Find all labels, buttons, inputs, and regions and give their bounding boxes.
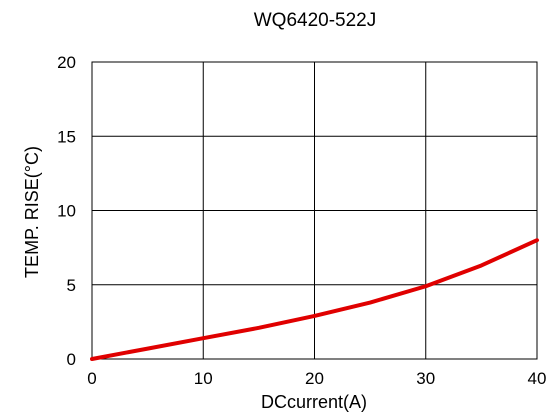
- x-tick-label: 40: [528, 369, 547, 388]
- x-axis-label: DCcurrent(A): [261, 392, 367, 412]
- x-tick-label: 10: [194, 369, 213, 388]
- plot-frame: [91, 61, 538, 360]
- x-tick-label: 20: [305, 369, 324, 388]
- x-tick-label: 30: [416, 369, 435, 388]
- y-axis-label: TEMP. RISE(°C): [22, 146, 42, 278]
- y-tick-labels: 0 5 10 15 20: [57, 53, 76, 369]
- y-tick-label: 20: [57, 53, 76, 72]
- chart-title: WQ6420-522J: [254, 10, 377, 31]
- y-tick-label: 10: [57, 202, 76, 221]
- y-tick-label: 5: [67, 276, 76, 295]
- x-tick-labels: 0 10 20 30 40: [87, 369, 546, 388]
- y-tick-label: 15: [57, 127, 76, 146]
- grid-lines: [92, 62, 537, 359]
- series-line-0: [90, 238, 539, 361]
- y-tick-label: 0: [67, 350, 76, 369]
- series-group: [90, 238, 539, 361]
- x-tick-label: 0: [87, 369, 96, 388]
